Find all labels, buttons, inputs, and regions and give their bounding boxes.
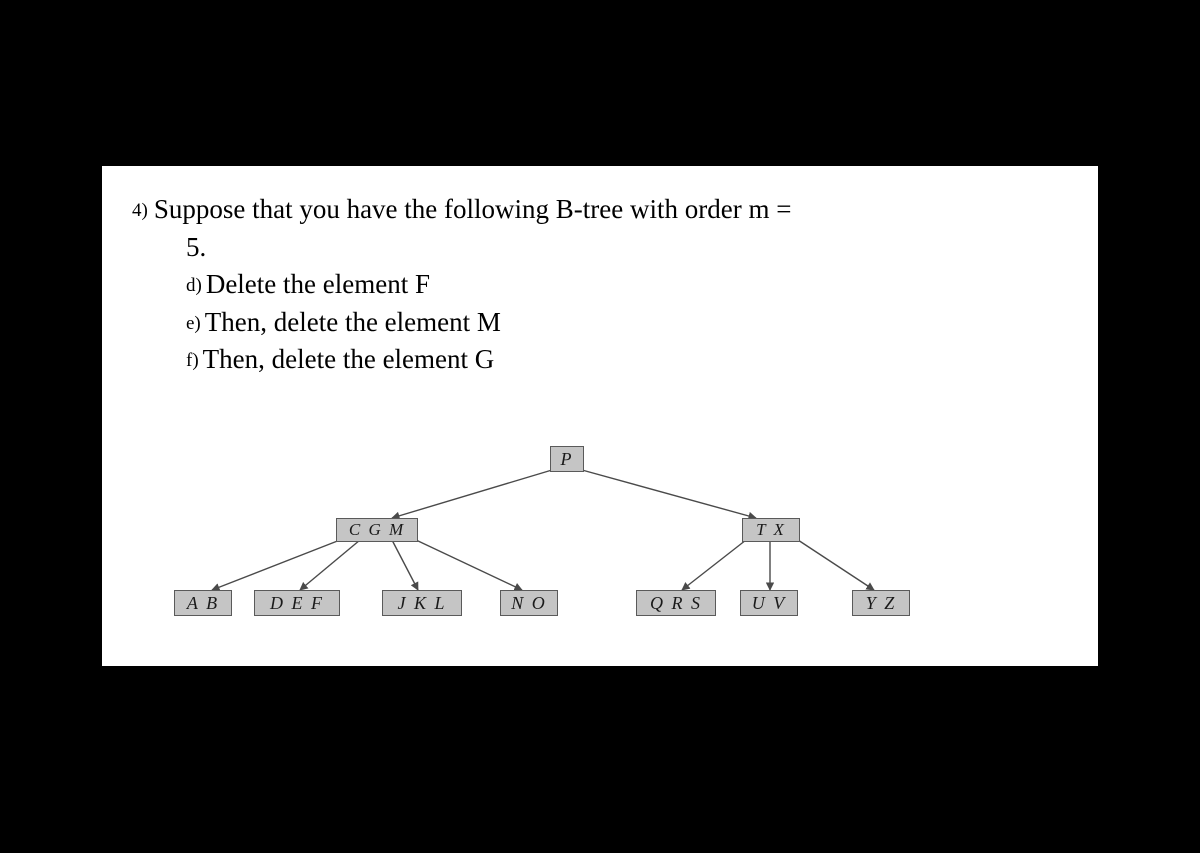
btree-edge (392, 470, 552, 518)
btree-node-root: P (550, 446, 584, 472)
btree-node-l_ab: A B (174, 590, 232, 616)
btree-diagram: P C G M T X A B D E F J K L N O Q R S U V Y Z (102, 166, 1098, 666)
btree-edge (212, 540, 340, 590)
btree-edge (798, 540, 874, 590)
btree-node-l_jkl: J K L (382, 590, 462, 616)
btree-edge (582, 470, 756, 518)
btree-node-l_uv: U V (740, 590, 798, 616)
btree-edges (102, 166, 1098, 666)
btree-node-l_def: D E F (254, 590, 340, 616)
btree-node-n1: C G M (336, 518, 418, 542)
btree-node-l_qrs: Q R S (636, 590, 716, 616)
btree-node-n2: T X (742, 518, 800, 542)
btree-node-l_no: N O (500, 590, 558, 616)
btree-node-l_yz: Y Z (852, 590, 910, 616)
btree-edge (392, 540, 418, 590)
btree-edge (300, 540, 360, 590)
btree-edge (682, 540, 746, 590)
btree-edge (416, 540, 522, 590)
paper-region: 4)Suppose that you have the following B-… (102, 166, 1098, 666)
